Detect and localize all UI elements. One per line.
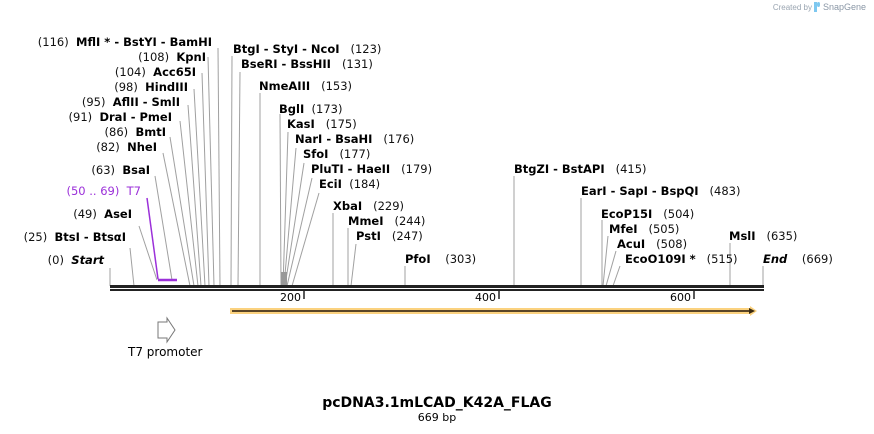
site-label[interactable]: BtgI - StyI - NcoI (123) bbox=[233, 42, 382, 56]
t7-promoter-arrow-icon[interactable] bbox=[157, 316, 176, 344]
t7-promoter-label[interactable]: T7 promoter bbox=[128, 345, 203, 359]
site-label[interactable]: AcuI (508) bbox=[617, 237, 688, 251]
site-label[interactable]: BglI (173) bbox=[279, 102, 343, 116]
site-label[interactable]: SfoI (177) bbox=[303, 147, 371, 161]
feature-label-t7[interactable]: (50 .. 69) T7 bbox=[66, 184, 141, 198]
site-label[interactable]: (86) BmtI bbox=[104, 125, 166, 139]
credit-prefix: Created by bbox=[772, 2, 812, 12]
site-label[interactable]: EcoO109I * (515) bbox=[625, 252, 738, 266]
site-label[interactable]: (91) DraI - PmeI bbox=[68, 110, 172, 124]
cut-site-lines-left bbox=[109, 47, 764, 287]
site-label[interactable]: NarI - BsaHI (176) bbox=[295, 132, 415, 146]
start-label: (0) Start bbox=[47, 253, 104, 267]
site-label[interactable]: PfoI (303) bbox=[405, 252, 477, 266]
site-label[interactable]: PluTI - HaeII (179) bbox=[311, 162, 433, 176]
site-label[interactable]: (25) BtsI - BtsαI bbox=[23, 230, 126, 244]
site-label[interactable]: (116) MflI * - BstYI - BamHI bbox=[37, 35, 212, 49]
credit-brand: SnapGene bbox=[822, 2, 866, 12]
snapgene-logo-icon bbox=[813, 2, 820, 12]
site-label[interactable]: EarI - SapI - BspQI (483) bbox=[581, 184, 741, 198]
site-label[interactable]: NmeAIII (153) bbox=[259, 79, 353, 93]
dna-backbone-bottom-strand bbox=[110, 289, 764, 291]
site-label[interactable]: PstI (247) bbox=[356, 229, 423, 243]
ruler-tick-label: 200 bbox=[280, 291, 301, 304]
site-label[interactable]: (98) HindIII bbox=[114, 80, 188, 94]
site-label[interactable]: (95) AflII - SmlI bbox=[81, 95, 180, 109]
plasmid-name: pcDNA3.1mLCAD_K42A_FLAG bbox=[322, 395, 552, 411]
t7-leader-line bbox=[146, 197, 159, 280]
site-label[interactable]: MslI (635) bbox=[729, 229, 798, 243]
site-label[interactable]: (82) NheI bbox=[96, 140, 157, 154]
site-label[interactable]: KasI (175) bbox=[287, 117, 357, 131]
end-label: End (669) bbox=[763, 252, 833, 266]
site-label[interactable]: (49) AseI bbox=[73, 207, 132, 221]
site-label[interactable]: XbaI (229) bbox=[333, 199, 405, 213]
site-label[interactable]: EciI (184) bbox=[319, 177, 381, 191]
snapgene-credit: Created by SnapGene bbox=[773, 2, 866, 12]
site-label[interactable]: EcoP15I (504) bbox=[601, 207, 695, 221]
site-label[interactable]: BtgZI - BstAPI (415) bbox=[514, 162, 647, 176]
plasmid-length: 669 bp bbox=[417, 411, 457, 424]
site-label[interactable]: BseRI - BssHII (131) bbox=[241, 57, 373, 71]
dna-backbone-top-strand bbox=[110, 285, 764, 288]
site-label[interactable]: (108) KpnI bbox=[138, 50, 206, 64]
ruler-tick-label: 600 bbox=[670, 291, 691, 304]
site-label[interactable]: MmeI (244) bbox=[348, 214, 426, 228]
ruler-ticks bbox=[303, 291, 695, 299]
site-label[interactable]: (104) Acc65I bbox=[114, 65, 196, 79]
site-label[interactable]: (63) BsaI bbox=[91, 163, 150, 177]
orf-arrow[interactable] bbox=[230, 306, 757, 316]
ruler-tick-label: 400 bbox=[475, 291, 496, 304]
cut-site-cluster bbox=[281, 272, 287, 286]
site-label[interactable]: MfeI (505) bbox=[609, 222, 680, 236]
